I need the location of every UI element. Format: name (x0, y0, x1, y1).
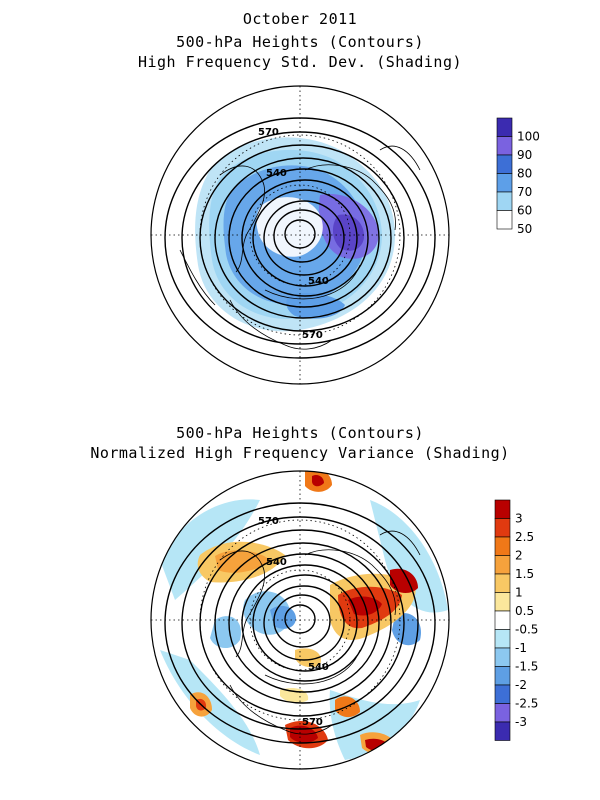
top-coastlines (179, 145, 421, 350)
top-colorbar-swatch (496, 173, 513, 193)
bottom-contour-label-570-lower: 570 (302, 717, 323, 728)
top-colorbar-label: 100 (517, 130, 540, 144)
bottom-colorbar-label: 3 (515, 512, 523, 526)
bottom-height-contours (164, 502, 436, 744)
top-colorbar-label: 50 (517, 222, 532, 236)
bottom-colorbar-label: -3 (515, 715, 527, 729)
top-colorbar-swatch (496, 210, 513, 230)
top-colorbar-label: 60 (517, 204, 532, 218)
bottom-colorbar-swatch (494, 573, 511, 593)
bottom-colorbar-label: -0.5 (515, 623, 538, 637)
top-colorbar-label: 70 (517, 185, 532, 199)
top-contour-label-570-lower: 570 (302, 330, 323, 341)
top-stddev-shading (195, 137, 395, 332)
bottom-contour-label-540-upper: 540 (266, 557, 287, 568)
bottom-polar-map: 570 540 540 570 (150, 470, 450, 770)
bottom-colorbar-swatch (494, 610, 511, 630)
bottom-colorbar-label: 0.5 (515, 604, 534, 618)
top-colorbar-label: 90 (517, 148, 532, 162)
bottom-colorbar-label: -2.5 (515, 697, 538, 711)
bottom-colorbar-label: 1.5 (515, 567, 534, 581)
bottom-colorbar-label: -1.5 (515, 660, 538, 674)
top-contour-label-540-upper: 540 (266, 168, 287, 179)
bottom-colorbar-swatch (494, 555, 511, 575)
top-contour-label-570-upper: 570 (258, 127, 279, 138)
top-colorbar-swatch (496, 136, 513, 156)
bottom-colorbar-swatch (494, 666, 511, 686)
top-colorbar-label: 80 (517, 167, 532, 181)
figure-date-title: October 2011 (242, 10, 358, 28)
bottom-colorbar-swatch (494, 721, 511, 741)
bottom-colorbar-label: 1 (515, 586, 523, 600)
bottom-colorbar-label: 2 (515, 549, 523, 563)
bottom-colorbar-label: 2.5 (515, 530, 534, 544)
bottom-colorbar: 3 2.5 2 1.5 1 0.5 -0.5 -1 -1.5 -2 -2.5 -3 (494, 499, 538, 741)
bottom-panel-title-1: 500-hPa Heights (Contours) (176, 424, 424, 442)
top-colorbar-swatch (496, 191, 513, 211)
bottom-colorbar-swatch (494, 703, 511, 723)
top-colorbar-swatch (496, 117, 513, 137)
bottom-colorbar-swatch (494, 499, 511, 519)
bottom-colorbar-swatch (494, 684, 511, 704)
top-height-contours (164, 117, 436, 359)
bottom-colorbar-swatch (494, 647, 511, 667)
top-colorbar-swatch (496, 154, 513, 174)
top-contour-label-540-lower: 540 (308, 276, 329, 287)
bottom-coastlines (219, 530, 421, 735)
bottom-colorbar-swatch (494, 629, 511, 649)
bottom-colorbar-swatch (494, 518, 511, 538)
bottom-panel-title-2: Normalized High Frequency Variance (Shad… (90, 444, 510, 462)
bottom-colorbar-swatch (494, 592, 511, 612)
top-panel-title-1: 500-hPa Heights (Contours) (176, 33, 424, 51)
bottom-contour-label-540-lower: 540 (308, 662, 329, 673)
bottom-colorbar-swatch (494, 536, 511, 556)
bottom-colorbar-label: -1 (515, 641, 527, 655)
top-polar-map: 570 540 540 570 (150, 85, 450, 385)
bottom-variance-shading (160, 471, 448, 760)
top-panel-title-2: High Frequency Std. Dev. (Shading) (137, 53, 463, 71)
bottom-colorbar-label: -2 (515, 678, 527, 692)
bottom-contour-label-570-upper: 570 (258, 516, 279, 527)
top-colorbar: 100 90 80 70 60 50 (496, 117, 540, 236)
